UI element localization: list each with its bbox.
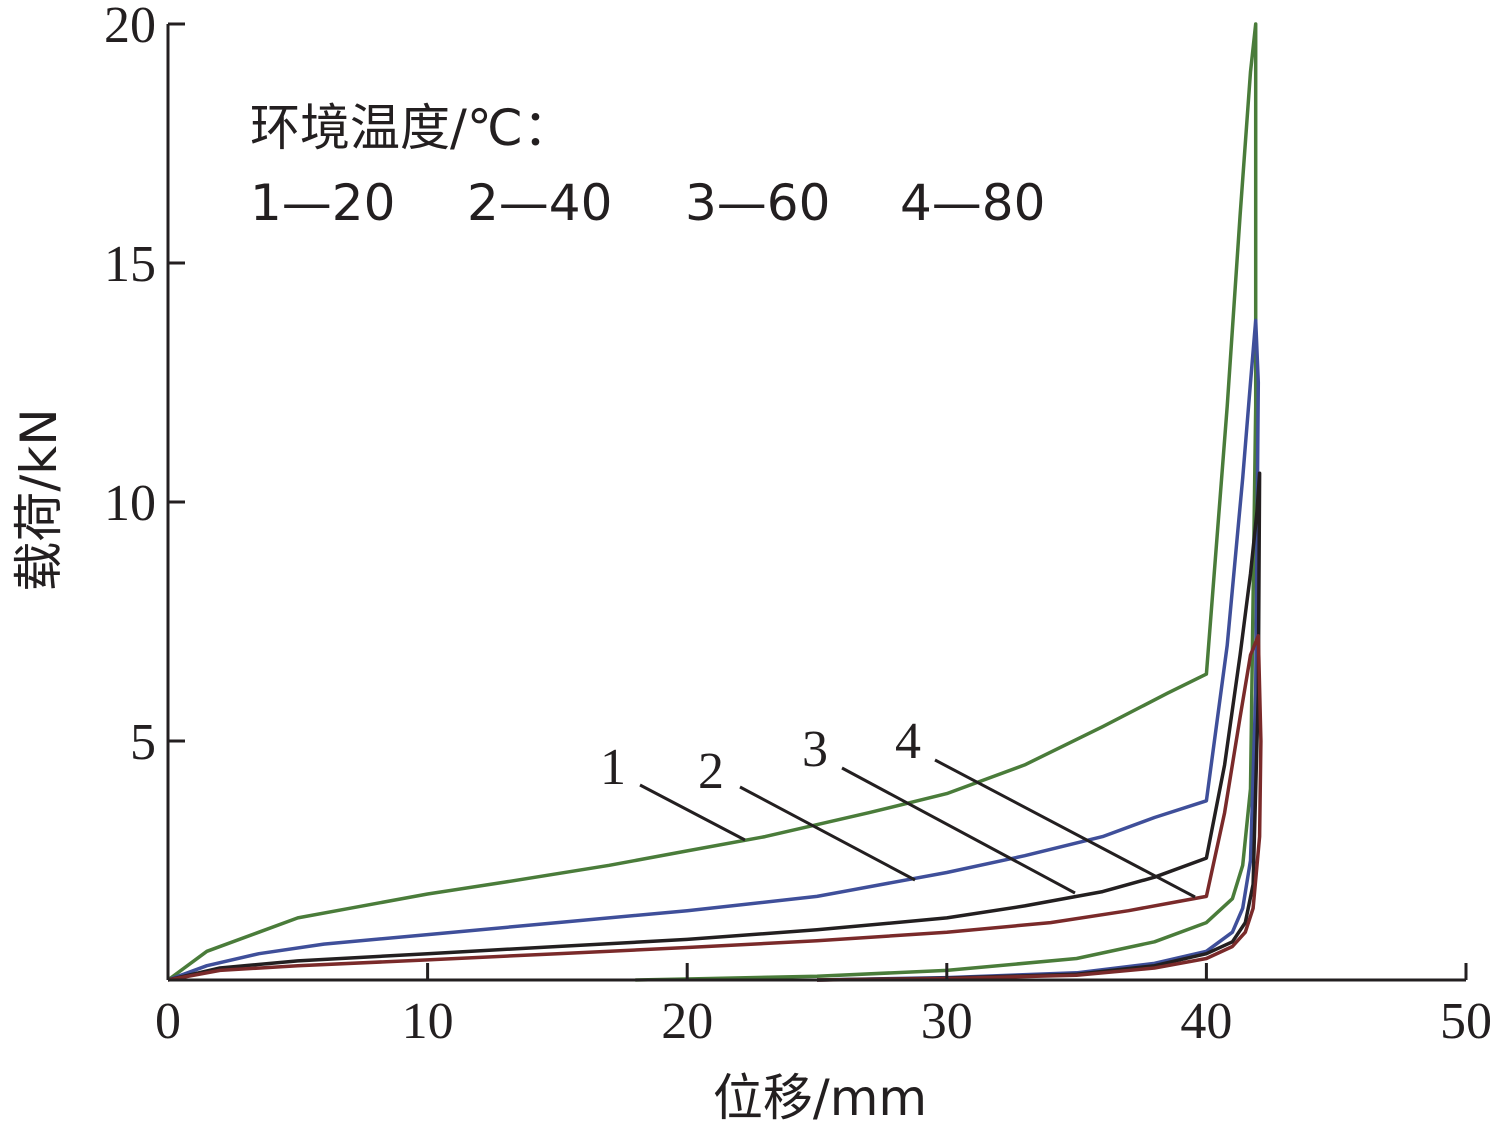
x-tick-label-50: 50 <box>1440 993 1492 1050</box>
y-tick-label-20: 20 <box>104 0 156 54</box>
y-axis-title: 载荷/kN <box>10 408 68 591</box>
legend-title: 环境温度/℃： <box>250 99 573 157</box>
series-line-4 <box>167 634 1263 982</box>
series-line-2 <box>167 318 1261 982</box>
x-tick-label-10: 10 <box>402 993 454 1050</box>
x-tick-label-40: 40 <box>1180 993 1232 1050</box>
leader-layer <box>639 758 1196 899</box>
legend-entry-3: 3—60 <box>685 174 830 232</box>
x-axis-title: 位移/mm <box>713 1069 927 1125</box>
x-tick-label-20: 20 <box>661 993 713 1050</box>
leader-line-4 <box>934 758 1196 899</box>
series-line-1 <box>166 22 1258 982</box>
y-tick-label-5: 5 <box>130 714 156 771</box>
tick-layer: 0 10 20 30 40 50 5 10 15 20 <box>104 0 1492 1050</box>
leader-line-1 <box>639 783 746 842</box>
curve-label-4: 4 <box>895 713 921 770</box>
legend-entry-4: 4—80 <box>900 174 1045 232</box>
y-tick-label-15: 15 <box>104 236 156 293</box>
series-layer <box>166 22 1263 982</box>
y-tick-label-10: 10 <box>104 475 156 532</box>
curve-label-3: 3 <box>802 721 828 778</box>
curve-label-2: 2 <box>698 743 724 800</box>
x-tick-label-30: 30 <box>921 993 973 1050</box>
leader-line-3 <box>841 766 1076 895</box>
x-tick-label-0: 0 <box>155 993 181 1050</box>
legend-entry-1: 1—20 <box>250 174 395 232</box>
leader-line-2 <box>739 785 916 882</box>
series-line-3 <box>167 471 1262 982</box>
legend-entry-2: 2—40 <box>467 174 612 232</box>
curve-label-1: 1 <box>600 739 626 796</box>
